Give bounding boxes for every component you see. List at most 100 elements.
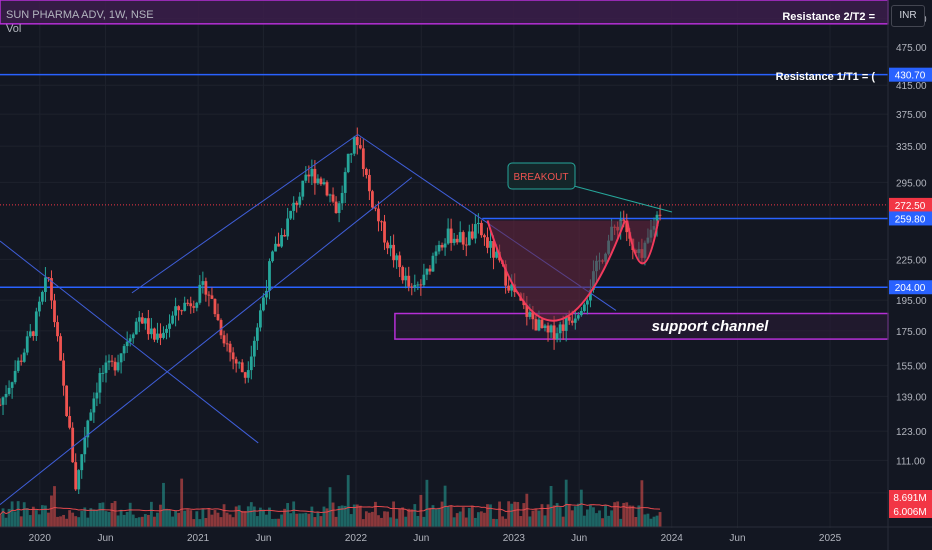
volume-bar (425, 479, 429, 527)
candle-body (119, 353, 123, 363)
volume-bar (467, 508, 471, 527)
volume-bar (592, 507, 595, 527)
cup-fill (487, 220, 626, 321)
candle-body (446, 228, 450, 244)
y-tick-label: 139.00 (896, 392, 927, 403)
volume-bar (262, 509, 265, 527)
volume-bar (510, 503, 514, 527)
candle-body (374, 207, 377, 209)
candle-body (280, 234, 283, 247)
volume-bar (404, 516, 408, 527)
x-tick-label: Jun (413, 533, 429, 544)
candle-body (156, 333, 159, 340)
volume-tag-label: 6.006M (893, 507, 926, 518)
volume-bar (116, 515, 120, 527)
candle-body (331, 194, 335, 202)
candle-body (222, 335, 226, 344)
candle-body (458, 232, 462, 243)
volume-bar (458, 511, 462, 527)
candle-body (531, 312, 535, 320)
candle-body (410, 286, 414, 288)
volume-bar (377, 515, 380, 527)
volume-bar (25, 508, 29, 527)
volume-bar (222, 504, 226, 527)
candle-body (16, 360, 20, 371)
volume-bar (122, 514, 126, 527)
time-axis: 2020 Jun 2021 Jun 2022 Jun 2023 Jun 2024 Jun 2025 (0, 526, 932, 544)
candle-body (213, 298, 217, 315)
breakout-callout[interactable]: BREAKOUT (507, 162, 673, 213)
x-tick-label: 2020 (29, 533, 52, 544)
candle-body (464, 244, 468, 246)
volume-bar (431, 505, 435, 527)
candle-body (346, 153, 350, 173)
candle-body (407, 275, 411, 287)
candle-body (404, 275, 408, 281)
candle-body (186, 302, 190, 304)
candle-body (34, 311, 38, 336)
candle-body (413, 284, 417, 288)
price-tag: 204.00 (889, 280, 932, 295)
y-tick-label: 295.00 (896, 178, 927, 189)
volume-bar (22, 502, 26, 527)
candle-body (416, 284, 420, 286)
volume-bar (489, 504, 492, 527)
volume-bar (492, 518, 495, 527)
volume-bar (455, 513, 459, 527)
volume-bar (616, 501, 620, 527)
volume-bar (513, 501, 517, 527)
volume-bar (143, 514, 147, 527)
candle-body (68, 416, 72, 428)
candle-body (258, 310, 262, 328)
volume-bar (358, 505, 362, 527)
x-tick-label: Jun (729, 533, 745, 544)
candle-body (558, 324, 562, 334)
candle-body (40, 291, 44, 302)
candle-body (207, 294, 211, 296)
volume-bar (255, 516, 259, 527)
volume-bar (228, 514, 232, 527)
resistance-1-label: Resistance 1/T1 = ( (776, 71, 876, 83)
candle-body (355, 136, 359, 146)
volume-bar (40, 505, 44, 527)
volume-bar (186, 509, 190, 527)
candle-body (271, 251, 274, 262)
volume-bar (156, 512, 159, 527)
volume-indicator-label[interactable]: Vol (6, 23, 22, 35)
candle-body (371, 191, 374, 208)
volume-bar (407, 508, 411, 527)
candle-body (107, 360, 111, 363)
volume-bar (476, 512, 480, 527)
candle-body (486, 237, 489, 248)
volume-bar (243, 511, 247, 527)
volume-bar (125, 511, 129, 527)
cup-outline (486, 220, 626, 322)
volume-bar (207, 508, 211, 527)
price-tag-label: 272.50 (895, 201, 926, 212)
volume-bar (549, 485, 553, 527)
volume-bar (595, 513, 598, 527)
candle-body (495, 251, 498, 258)
volume-bar (325, 508, 329, 527)
volume-bar (464, 517, 468, 527)
volume-bar (4, 517, 8, 527)
y-tick-label: 195.00 (896, 296, 927, 307)
x-tick-label: 2025 (819, 533, 842, 544)
volume-bar (174, 510, 178, 527)
candle-body (504, 264, 508, 286)
volume-bar (643, 514, 647, 527)
candle-body (443, 243, 447, 248)
currency-selector[interactable]: INR (891, 5, 925, 27)
volume-bar (77, 517, 81, 527)
volume-bar (555, 503, 559, 527)
volume-bar (313, 517, 317, 527)
volume-bar (598, 510, 601, 527)
candle-body (210, 295, 214, 299)
candle-body (249, 356, 253, 371)
candle-body (449, 228, 453, 243)
volume-bar (146, 514, 150, 527)
volume-bar (131, 514, 135, 527)
candle-body (262, 297, 265, 311)
y-tick-label: 123.00 (896, 427, 927, 438)
